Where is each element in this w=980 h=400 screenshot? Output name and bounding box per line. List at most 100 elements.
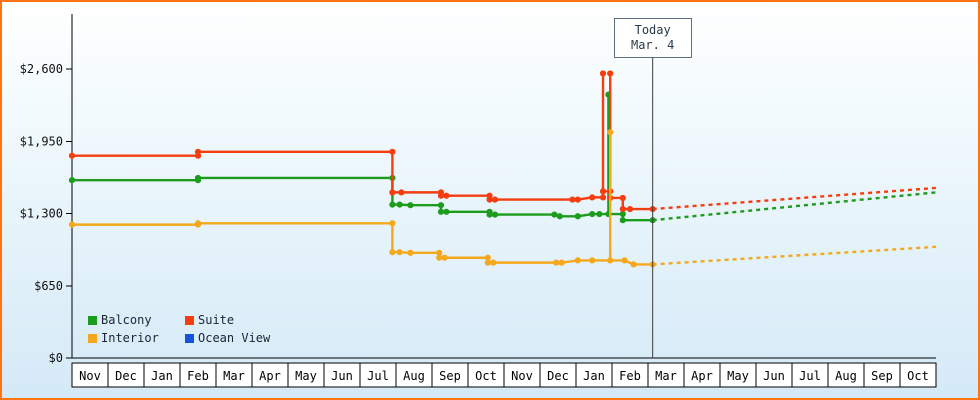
data-point-balcony	[194, 174, 202, 182]
data-point-interior	[389, 220, 396, 227]
legend-label-suite: Suite	[198, 313, 235, 327]
month-label: Aug	[835, 369, 857, 383]
month-box	[647, 362, 685, 388]
data-point-interior	[553, 259, 560, 266]
month-box	[683, 362, 721, 388]
month-label: Feb	[619, 369, 641, 383]
data-point-interior	[630, 261, 637, 268]
data-point-suite	[574, 196, 581, 203]
data-point-balcony	[407, 202, 414, 209]
data-point-interior	[558, 259, 565, 266]
data-point-suite	[599, 70, 607, 77]
legend-item-balcony: Balcony	[88, 313, 185, 327]
data-point-suite	[389, 189, 396, 196]
data-point-balcony	[574, 213, 581, 220]
month-label: Sep	[439, 369, 461, 383]
month-label: Aug	[403, 369, 425, 383]
data-point-suite	[569, 196, 576, 203]
legend-item-ocean-view: Ocean View	[185, 331, 270, 345]
month-box	[359, 362, 397, 388]
month-label: May	[727, 369, 749, 383]
month-label: Jun	[331, 369, 353, 383]
data-point-suite	[599, 194, 607, 201]
data-point-interior	[484, 259, 491, 266]
balcony-color-swatch	[88, 315, 97, 325]
suite-color-swatch	[185, 315, 194, 325]
month-label: Sep	[871, 369, 893, 383]
data-point-suite	[619, 194, 626, 202]
data-point-balcony	[619, 210, 626, 218]
today-marker: Today Mar. 4	[613, 18, 692, 58]
data-point-suite	[491, 196, 499, 203]
projection-line-interior	[652, 245, 937, 266]
month-label: May	[295, 369, 317, 383]
series-line-suite	[72, 73, 653, 211]
series-line-balcony	[72, 94, 653, 222]
data-point-balcony	[486, 211, 493, 218]
month-label: Dec	[547, 369, 569, 383]
data-point-balcony	[437, 202, 445, 209]
data-point-suite	[599, 188, 607, 195]
data-point-interior	[484, 254, 491, 261]
data-point-balcony	[389, 201, 396, 208]
data-point-balcony	[68, 177, 76, 184]
month-box	[755, 362, 793, 388]
data-point-suite	[589, 194, 596, 201]
ocean-view-color-swatch	[185, 333, 194, 343]
month-label: Jan	[583, 369, 605, 383]
interior-color-swatch	[88, 333, 97, 343]
legend-item-interior: Interior	[88, 331, 185, 345]
y-tick-label: $650	[34, 279, 63, 293]
data-point-balcony	[396, 201, 403, 208]
data-point-interior	[490, 259, 497, 266]
month-label: Oct	[907, 369, 929, 383]
month-label: Nov	[79, 369, 101, 383]
legend-label-interior: Interior	[101, 331, 159, 345]
data-point-interior	[68, 221, 76, 228]
month-box	[143, 362, 181, 388]
data-point-suite	[607, 70, 614, 77]
today-date: Mar. 4	[630, 38, 675, 52]
data-point-interior	[407, 249, 414, 256]
month-label: Apr	[691, 369, 713, 383]
data-point-balcony	[443, 208, 450, 215]
month-box	[287, 362, 325, 388]
data-point-interior	[389, 249, 396, 256]
month-label: Apr	[259, 369, 281, 383]
data-point-interior	[607, 129, 614, 136]
data-point-interior	[436, 249, 443, 256]
data-point-interior	[396, 249, 403, 256]
month-box	[467, 362, 505, 388]
data-point-suite	[619, 205, 626, 213]
legend-label-ocean-view: Ocean View	[198, 331, 271, 345]
legend-item-suite: Suite	[185, 313, 270, 327]
y-tick-label: $1,950	[20, 134, 63, 148]
data-point-suite	[68, 152, 76, 159]
month-label: Jun	[763, 369, 785, 383]
month-box	[539, 362, 577, 388]
data-point-suite	[194, 148, 202, 155]
data-point-suite	[437, 192, 445, 199]
month-box	[863, 362, 901, 388]
month-label: Oct	[475, 369, 497, 383]
month-box	[107, 362, 145, 388]
month-label: Mar	[223, 369, 245, 383]
month-label: Jul	[799, 369, 821, 383]
y-tick-label: $0	[49, 351, 63, 365]
data-point-suite	[486, 196, 493, 203]
data-point-interior	[607, 257, 614, 264]
month-box	[71, 362, 109, 388]
data-point-balcony	[491, 211, 499, 218]
month-box	[719, 362, 757, 388]
data-point-interior	[574, 257, 581, 264]
y-tick-label: $1,300	[20, 207, 63, 221]
data-point-interior	[194, 220, 202, 227]
month-box	[431, 362, 469, 388]
month-box	[899, 362, 937, 388]
data-point-suite	[626, 205, 634, 213]
data-point-suite	[443, 192, 450, 199]
chart-legend: Balcony Suite Interior Ocean View	[88, 313, 270, 345]
data-point-interior	[621, 257, 628, 264]
